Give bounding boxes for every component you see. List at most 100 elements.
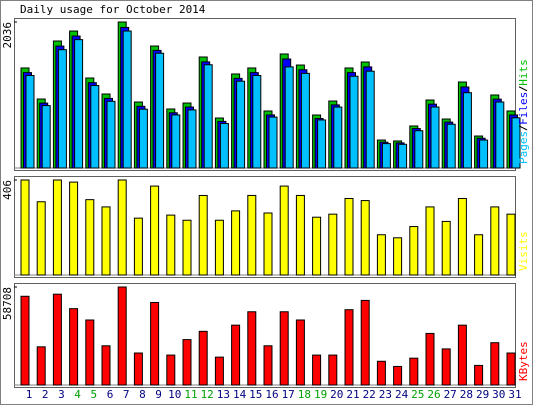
bar — [349, 75, 359, 169]
bar — [279, 185, 289, 276]
bar — [101, 345, 111, 386]
bar — [295, 194, 305, 276]
x-tick-label: 18 — [298, 388, 311, 401]
bar — [263, 345, 273, 386]
legend: Pages Files Hits — [517, 59, 530, 164]
bar — [495, 101, 505, 169]
bar — [457, 324, 467, 386]
bar — [328, 354, 338, 386]
bar — [506, 213, 516, 276]
x-tick-label: 23 — [379, 388, 392, 401]
x-tick-label: 11 — [184, 388, 197, 401]
bar — [312, 354, 322, 386]
bar — [117, 179, 127, 276]
bar — [490, 342, 500, 386]
x-tick-label: 20 — [330, 388, 343, 401]
x-tick-label: 12 — [201, 388, 214, 401]
bar — [150, 301, 160, 386]
bar — [300, 72, 310, 169]
bar — [52, 179, 62, 276]
bar — [69, 308, 79, 386]
bar — [106, 100, 116, 169]
x-tick-label: 22 — [363, 388, 376, 401]
bar — [203, 64, 213, 169]
bar — [101, 206, 111, 276]
bar — [122, 30, 132, 169]
x-tick-label: 31 — [508, 388, 521, 401]
x-tick-label: 17 — [282, 388, 295, 401]
bar — [457, 197, 467, 276]
bar — [430, 106, 440, 169]
bar — [312, 216, 322, 276]
legend: KBytes — [517, 341, 530, 381]
bar — [138, 108, 148, 169]
x-tick-label: 7 — [123, 388, 130, 401]
bar — [74, 39, 84, 169]
bar — [90, 85, 100, 169]
x-tick-label: 3 — [58, 388, 65, 401]
x-tick-label: 13 — [217, 388, 230, 401]
bar — [231, 324, 241, 386]
bar — [398, 143, 408, 169]
x-tick-label: 27 — [444, 388, 457, 401]
bar — [474, 364, 484, 386]
bar — [441, 220, 451, 276]
x-tick-label: 16 — [265, 388, 278, 401]
legend-label: KBytes — [517, 341, 530, 381]
bar — [247, 194, 257, 276]
bar — [166, 354, 176, 386]
bar — [20, 179, 30, 276]
bar — [85, 319, 95, 386]
bar — [479, 139, 489, 169]
bar — [214, 356, 224, 386]
bar — [284, 66, 294, 169]
bar — [247, 311, 257, 386]
bar — [69, 181, 79, 276]
bar — [231, 210, 241, 276]
bar — [133, 217, 143, 276]
bar — [393, 365, 403, 386]
x-tick-label: 29 — [476, 388, 489, 401]
bar — [182, 219, 192, 276]
bar — [166, 214, 176, 276]
bar — [263, 212, 273, 276]
x-tick-label: 30 — [492, 388, 505, 401]
bar — [344, 309, 354, 386]
x-tick-label: 9 — [155, 388, 162, 401]
bar — [252, 74, 262, 169]
bar — [155, 52, 165, 169]
bar — [317, 119, 327, 169]
y-tick-label: 2036 — [1, 22, 14, 49]
bar — [462, 92, 472, 169]
x-tick-label: 15 — [249, 388, 262, 401]
bar — [133, 352, 143, 386]
legend-label: Hits — [517, 59, 530, 86]
bar — [41, 105, 51, 169]
bar — [393, 237, 403, 276]
legend: Visits — [517, 231, 530, 271]
bar — [198, 194, 208, 276]
bar — [182, 339, 192, 386]
x-tick-label: 4 — [74, 388, 81, 401]
bar — [52, 293, 62, 386]
y-tick-label: 58708 — [1, 287, 14, 320]
legend-label: Files — [517, 92, 530, 125]
bar — [376, 234, 386, 276]
bar — [425, 206, 435, 276]
bar — [360, 200, 370, 276]
bar — [409, 226, 419, 276]
x-tick-label: 8 — [139, 388, 146, 401]
bar — [214, 219, 224, 276]
bar — [117, 286, 127, 386]
bar — [365, 70, 375, 169]
x-tick-label: 25 — [411, 388, 424, 401]
x-tick-label: 14 — [233, 388, 247, 401]
bar — [295, 319, 305, 386]
chart-title: Daily usage for October 2014 — [20, 3, 206, 16]
bar — [328, 213, 338, 276]
legend-separator — [518, 125, 528, 131]
bar — [198, 330, 208, 386]
bar — [425, 332, 435, 386]
y-tick-label: 406 — [1, 180, 14, 200]
bar — [409, 357, 419, 386]
